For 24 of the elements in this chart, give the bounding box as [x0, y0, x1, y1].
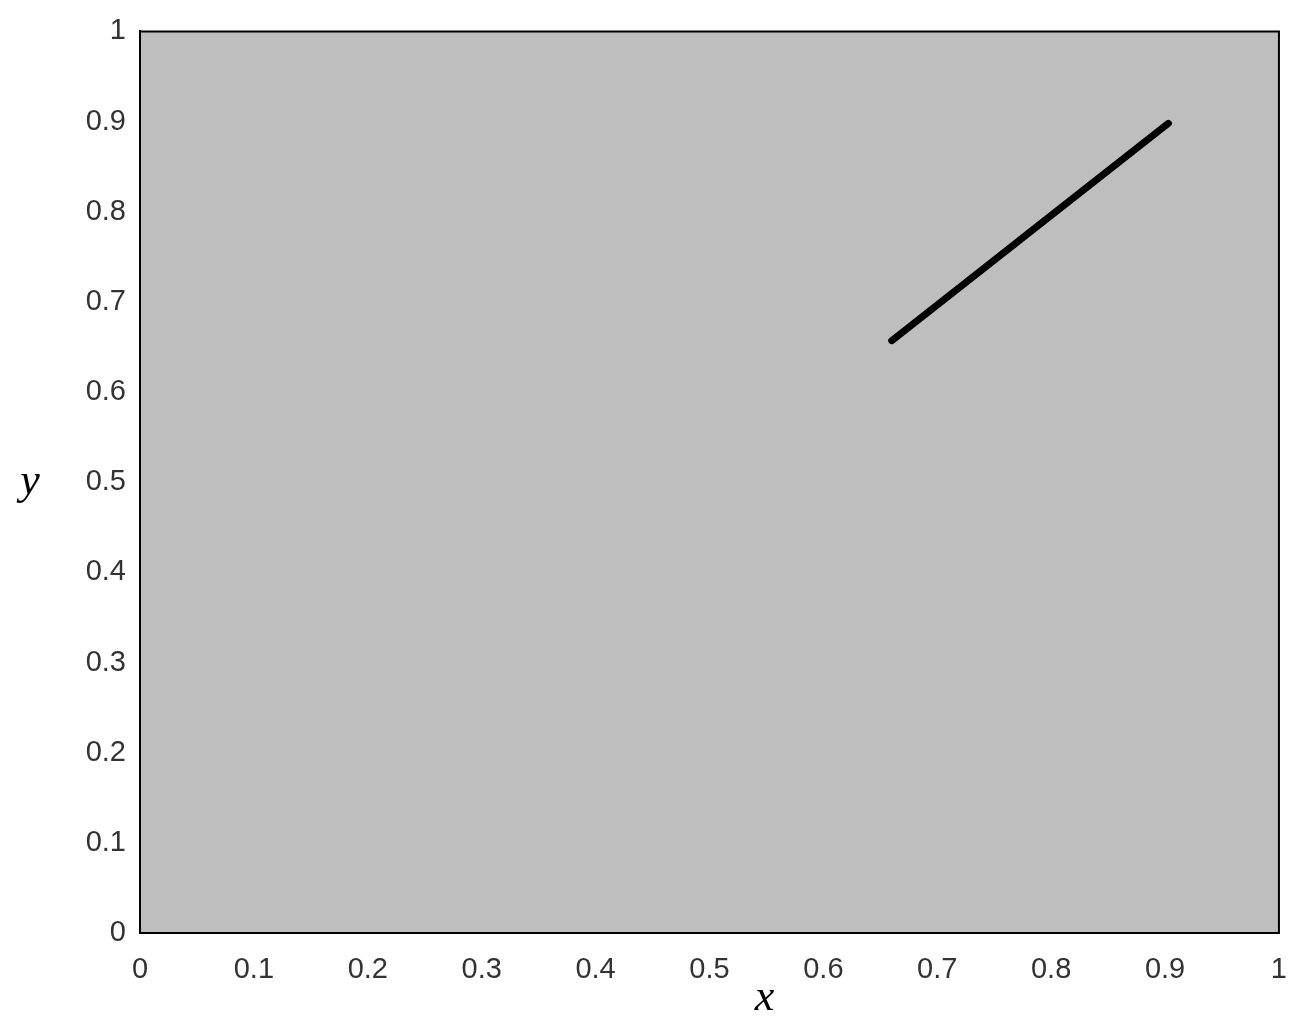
x-tick-label: 0.8 — [1030, 952, 1072, 985]
x-tick-label: 1 — [1270, 952, 1288, 985]
y-tick-label: 0.4 — [85, 554, 126, 587]
x-tick-label: 0.3 — [461, 952, 502, 985]
x-tick-label: 0 — [131, 952, 149, 985]
x-tick-label: 0.6 — [803, 952, 844, 985]
x-tick-label: 0.5 — [689, 952, 730, 985]
y-tick-label: 0.1 — [85, 824, 126, 857]
x-tick-label: 0.9 — [1144, 952, 1186, 985]
y-tick-label: 0.5 — [85, 464, 126, 497]
x-tick-label: 0.1 — [233, 952, 275, 985]
y-tick-label: 0.8 — [85, 193, 126, 226]
y-axis-title: y — [16, 454, 41, 504]
y-tick-label: 0.7 — [85, 283, 126, 316]
y-tick-label: 0.9 — [85, 103, 126, 136]
x-axis-title: x — [753, 970, 775, 1020]
x-tick-label: 0.7 — [917, 952, 958, 985]
y-tick-label: 0.2 — [85, 734, 126, 767]
y-tick-label: 0.6 — [85, 374, 126, 407]
y-tick-label: 0.3 — [85, 644, 126, 677]
y-tick-label: 0 — [109, 915, 126, 947]
y-tick-label: 1 — [109, 13, 126, 46]
x-tick-label: 0.4 — [575, 952, 616, 985]
x-tick-label: 0.2 — [347, 952, 388, 985]
